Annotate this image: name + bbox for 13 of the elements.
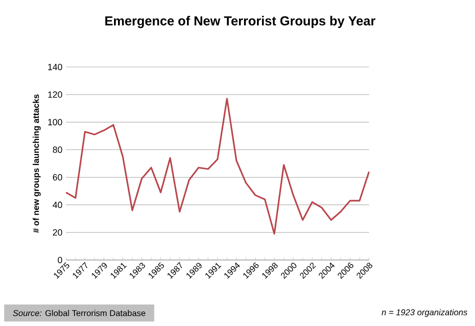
- chart-title: Emergence of New Terrorist Groups by Year: [105, 16, 376, 28]
- line-series: [65, 98, 370, 235]
- text: n = 1923 organizations: [382, 309, 468, 317]
- y-axis-title: # of new groups launching attacks: [32, 94, 41, 233]
- y-tick-label: 120: [48, 91, 62, 98]
- y-tick-label: 40: [52, 202, 62, 208]
- y-tick-label: 0: [58, 256, 62, 264]
- text: Source: Global Terrorism Database: [12, 310, 146, 316]
- y-tick-label: 140: [48, 64, 62, 70]
- y-tick-label: 60: [52, 174, 62, 180]
- y-tick-label: 100: [48, 118, 62, 126]
- y-tick-label: 20: [52, 229, 62, 236]
- y-tick-label: 80: [52, 146, 62, 153]
